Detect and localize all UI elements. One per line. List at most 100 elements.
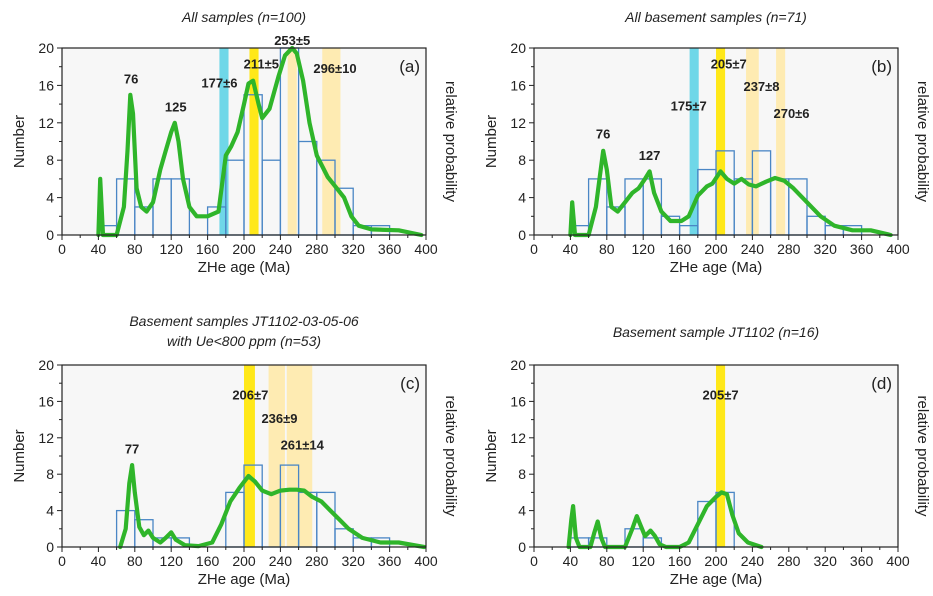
chart-title: All samples (n=100) [181,9,306,25]
probability-curve [96,45,424,238]
peak-label: 76 [596,127,610,142]
peak-label: 270±6 [773,106,809,121]
x-tick-label: 120 [632,241,656,257]
peak-label: 175±7 [671,99,707,114]
y-tick-label: 12 [510,115,526,131]
y-tick-label: 8 [518,466,526,482]
peak-label: 77 [125,441,139,456]
x-tick-label: 240 [741,241,765,257]
peak-label: 237±8 [743,79,779,94]
y-tick-label: 8 [46,152,54,168]
y-tick-label: 16 [510,393,526,409]
x-tick-label: 160 [668,241,692,257]
y-tick-label: 0 [518,227,526,243]
age-band [287,48,297,235]
chart-title: All basement samples (n=71) [624,9,807,25]
x-tick-label: 360 [378,241,402,257]
x-tick-label: 360 [850,553,874,569]
y-tick-label: 4 [518,503,526,519]
x-tick-label: 280 [305,553,329,569]
x-tick-label: 240 [269,553,293,569]
x-tick-label: 320 [814,241,838,257]
y-tick-label: 0 [46,227,54,243]
age-band [219,48,229,235]
panel-0: All samples (n=100) 0 40 80 120 160 200 240 280 3… [11,9,459,276]
x-tick-label: 160 [196,553,220,569]
chart-subtitle: with Ue<800 ppm (n=53) [167,333,321,349]
y-tick-label: 12 [38,430,54,446]
y-tick-label: 20 [510,357,526,373]
x-tick-label: 40 [563,241,579,257]
y-tick-label: 8 [518,152,526,168]
y2-axis-label: relative probability [442,396,459,517]
y2-axis-label: relative probability [442,81,459,202]
y-axis-label: Number [483,429,500,482]
y-tick-label: 12 [38,115,54,131]
panel-letter: (a) [399,57,420,76]
x-tick-label: 400 [886,553,910,569]
peak-label: 261±14 [281,438,325,453]
y-tick-label: 4 [46,190,54,206]
x-tick-label: 200 [232,553,256,569]
x-tick-label: 200 [232,241,256,257]
x-tick-label: 120 [160,241,184,257]
x-tick-label: 40 [91,553,107,569]
x-tick-label: 160 [668,553,692,569]
panel-letter: (b) [871,57,892,76]
x-tick-label: 80 [599,553,615,569]
y2-axis-label: relative probability [914,81,931,202]
x-tick-label: 400 [414,553,438,569]
chart-title: Basement sample JT1102 (n=16) [613,324,819,340]
peak-label: 253±5 [274,33,310,48]
peak-label: 125 [165,100,187,115]
x-axis-label: ZHe age (Ma) [198,571,291,588]
age-band [286,365,313,547]
y-tick-label: 0 [518,539,526,555]
x-tick-label: 280 [777,553,801,569]
age-band [268,365,285,547]
panel-3: Basement sample JT1102 (n=16)0 40 80 120 160… [483,324,931,588]
x-tick-label: 160 [196,241,220,257]
peak-label: 205±7 [703,388,739,403]
y2-axis-label: relative probability [914,396,931,517]
peak-label: 177±6 [201,75,237,90]
panel-1: All basement samples (n=71) 0 40 80 120 160 20… [483,9,931,276]
y-tick-label: 0 [46,539,54,555]
x-tick-label: 80 [599,241,615,257]
x-tick-label: 280 [305,241,329,257]
y-tick-label: 4 [46,503,54,519]
x-tick-label: 400 [414,241,438,257]
y-axis-label: Number [11,115,28,168]
x-axis-label: ZHe age (Ma) [670,259,763,276]
x-tick-label: 240 [269,241,293,257]
probability-curve [118,463,427,550]
y-tick-label: 20 [510,40,526,56]
y-tick-label: 20 [38,357,54,373]
x-tick-label: 40 [563,553,579,569]
x-tick-label: 0 [58,553,66,569]
age-band [249,48,259,235]
x-tick-label: 80 [127,553,143,569]
age-band [776,48,786,235]
age-band [689,48,699,235]
x-tick-label: 40 [91,241,107,257]
panel-letter: (c) [400,374,420,393]
probability-curve [568,148,893,238]
x-tick-label: 320 [342,553,366,569]
x-axis-label: ZHe age (Ma) [198,259,291,276]
x-tick-label: 120 [160,553,184,569]
peak-label: 236±9 [261,411,297,426]
x-tick-label: 320 [814,553,838,569]
x-tick-label: 280 [777,241,801,257]
peak-label: 127 [639,148,661,163]
y-tick-label: 16 [38,393,54,409]
panel-2: Basement samples JT1102-03-05-06 with Ue<… [11,313,459,588]
x-tick-label: 400 [886,241,910,257]
x-tick-label: 200 [704,241,728,257]
peak-label: 206±7 [232,388,268,403]
x-tick-label: 360 [378,553,402,569]
x-tick-label: 240 [741,553,765,569]
y-axis-label: Number [11,429,28,482]
x-tick-label: 80 [127,241,143,257]
